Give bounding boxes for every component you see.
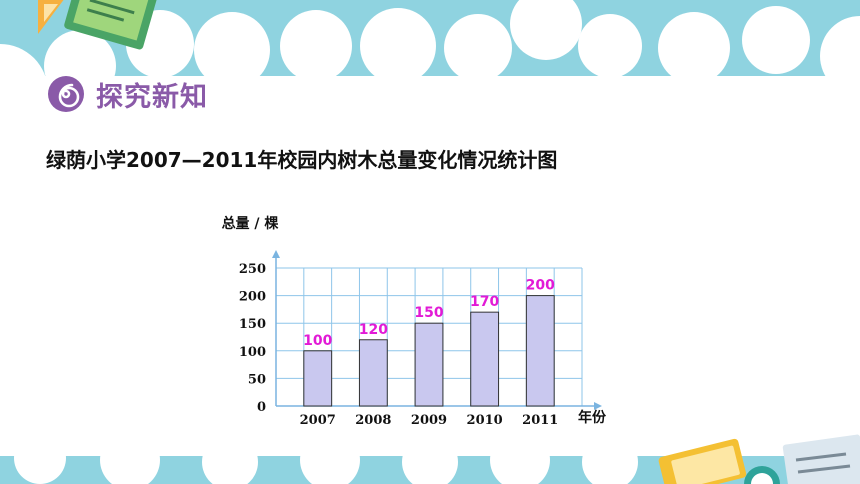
y-axis-arrow	[272, 250, 280, 258]
notebook-icon	[64, 0, 159, 50]
y-tick-label: 0	[257, 400, 266, 415]
bar-value-label: 200	[526, 278, 555, 294]
bar	[414, 322, 444, 407]
bar	[470, 311, 500, 407]
bar	[525, 295, 555, 407]
triangle-ruler-icon	[38, 0, 64, 34]
x-axis-title: 年份	[578, 409, 607, 426]
book-stack-icon	[782, 434, 860, 484]
bar-value-label: 100	[303, 333, 332, 349]
y-tick-label: 100	[239, 345, 266, 360]
x-tick-label: 2010	[467, 413, 503, 428]
x-axis-arrow	[594, 402, 602, 410]
y-tick-label: 250	[239, 262, 266, 277]
spiral-icon	[48, 76, 84, 112]
books-icon	[658, 438, 747, 484]
y-tick-label: 150	[239, 317, 266, 332]
bar	[358, 339, 388, 407]
y-tick-label: 50	[248, 372, 266, 387]
x-tick-label: 2008	[355, 413, 391, 428]
bar-value-label: 120	[359, 322, 388, 338]
bar-value-label: 170	[470, 294, 499, 310]
section-heading-text: 探究新知	[96, 81, 208, 113]
y-axis-title: 总量 / 棵	[222, 215, 279, 232]
x-tick-label: 2009	[411, 413, 447, 428]
y-tick-label: 200	[239, 290, 266, 305]
bar	[303, 350, 333, 407]
x-tick-label: 2007	[300, 413, 336, 428]
chart-title: 绿荫小学2007—2011年校园内树木总量变化情况统计图	[46, 148, 558, 172]
x-tick-label: 2011	[522, 413, 558, 428]
clock-icon	[744, 466, 780, 484]
section-heading: 探究新知	[46, 74, 208, 114]
bar-value-label: 150	[414, 305, 443, 321]
